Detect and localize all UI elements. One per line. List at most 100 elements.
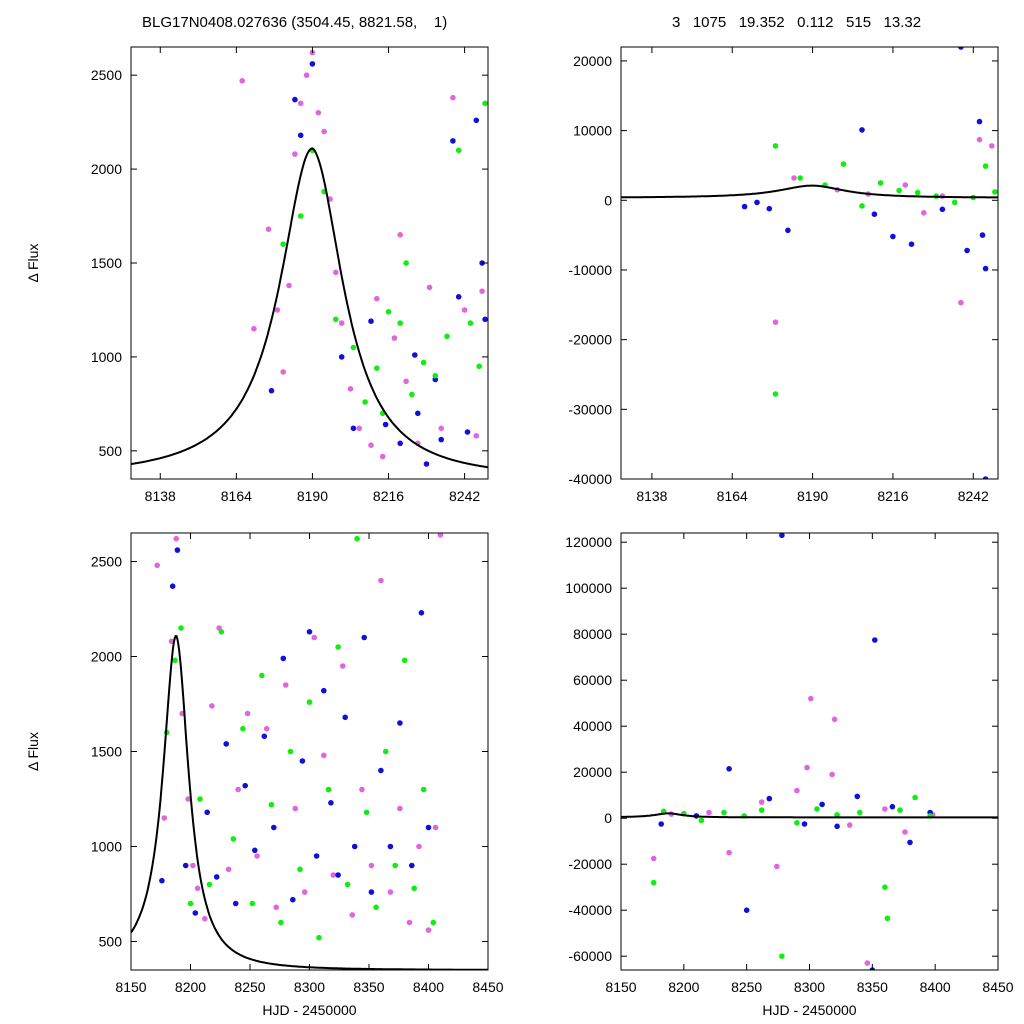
data-point-blue <box>473 117 480 124</box>
data-point-green <box>333 316 339 323</box>
y-tick-label: -40000 <box>568 471 612 487</box>
data-point-magenta <box>902 829 908 835</box>
data-point-blue <box>242 782 248 789</box>
plot-frame <box>130 532 489 971</box>
data-point-magenta <box>292 805 299 812</box>
data-point-green <box>401 657 408 664</box>
y-tick-label: 0 <box>604 810 612 826</box>
data-point-blue <box>801 821 808 827</box>
data-point-green <box>476 363 483 370</box>
y-tick-label: 1500 <box>91 255 122 271</box>
data-point-magenta <box>194 885 201 892</box>
data-point-green <box>268 801 275 808</box>
data-point-blue <box>766 795 773 802</box>
data-point-green <box>857 809 863 816</box>
x-tick-label: 8400 <box>920 979 951 995</box>
data-point-green <box>758 807 765 813</box>
data-point-blue <box>425 824 432 831</box>
data-point-magenta <box>461 307 468 313</box>
data-point-magenta <box>791 175 797 181</box>
data-point-green <box>382 748 389 755</box>
data-point-green <box>197 796 203 802</box>
x-tick-label: 8200 <box>175 979 206 995</box>
data-point-green <box>455 147 462 154</box>
data-point-blue <box>450 138 456 144</box>
y-tick-label: 120000 <box>565 534 612 550</box>
data-point-magenta <box>202 915 208 922</box>
data-point-green <box>178 625 184 631</box>
data-point-blue <box>397 440 404 447</box>
data-point-green <box>444 333 450 340</box>
panel-bottom-left: 8150 8200 8250 8300 8350 8400 8450 500 1000 1500 2… <box>25 532 504 1018</box>
data-point-green <box>187 900 194 907</box>
data-point-magenta <box>882 806 888 812</box>
data-point-magenta <box>650 855 657 862</box>
data-point-magenta <box>772 319 779 326</box>
data-point-green <box>218 629 225 635</box>
y-tick-label: -40000 <box>568 902 612 918</box>
data-point-magenta <box>368 442 374 449</box>
y-tick-label: 20000 <box>573 764 612 780</box>
data-point-blue <box>368 318 374 325</box>
data-point-green <box>840 161 847 167</box>
data-point-green <box>259 672 265 679</box>
data-point-magenta <box>303 72 310 78</box>
data-point-blue <box>979 232 986 238</box>
x-tick-label: 8200 <box>668 979 699 995</box>
data-point-green <box>650 879 657 886</box>
y-tick-label: 40000 <box>573 718 612 734</box>
y-tick-label: -60000 <box>568 948 612 964</box>
x-axis-label: HJD - 2450000 <box>262 1002 356 1018</box>
data-point-magenta <box>347 386 354 392</box>
data-point-green <box>982 163 989 169</box>
y-tick-label: -20000 <box>568 332 612 348</box>
data-point-blue <box>280 655 287 662</box>
x-tick-label: 8150 <box>605 979 636 995</box>
data-point-blue <box>726 766 732 772</box>
points-bottom-right <box>650 533 936 970</box>
data-point-blue <box>261 733 268 740</box>
data-point-magenta <box>406 919 413 926</box>
data-point-blue <box>455 294 462 300</box>
data-point-magenta <box>359 786 365 793</box>
data-point-magenta <box>251 325 257 332</box>
data-point-green <box>392 862 399 869</box>
data-point-blue <box>328 800 334 806</box>
y-tick-label: 1000 <box>91 349 122 365</box>
data-point-blue <box>741 203 748 210</box>
data-point-blue <box>907 839 913 846</box>
data-point-green <box>779 953 785 959</box>
data-point-green <box>411 885 418 892</box>
data-point-blue <box>464 429 471 435</box>
x-tick-label: 8242 <box>449 488 480 504</box>
x-axis-label: HJD - 2450000 <box>762 1002 856 1018</box>
y-tick-label: 2500 <box>91 67 122 83</box>
data-point-magenta <box>173 535 179 542</box>
y-tick-label: 100000 <box>565 580 612 596</box>
data-point-blue <box>292 96 298 103</box>
data-point-green <box>859 203 865 209</box>
x-tick-label: 8350 <box>353 979 384 995</box>
data-point-green <box>721 809 727 816</box>
y-tick-label: -10000 <box>568 262 612 278</box>
data-point-blue <box>342 714 349 721</box>
data-point-magenta <box>397 805 403 812</box>
data-point-magenta <box>368 862 375 869</box>
data-point-blue <box>415 410 421 417</box>
data-point-green <box>698 817 705 824</box>
data-point-green <box>374 365 380 372</box>
data-point-green <box>951 199 958 206</box>
data-point-magenta <box>292 151 298 157</box>
data-point-blue <box>192 910 199 916</box>
data-point-green <box>912 794 918 801</box>
x-tick-label: 8242 <box>958 488 989 504</box>
data-point-magenta <box>273 904 280 911</box>
x-tick-label: 8164 <box>221 488 252 504</box>
data-point-blue <box>819 801 825 808</box>
data-point-blue <box>976 118 983 125</box>
data-point-green <box>325 786 332 793</box>
data-point-magenta <box>333 269 339 276</box>
data-point-blue <box>785 227 791 234</box>
data-point-blue <box>306 629 313 635</box>
data-point-magenta <box>190 862 196 869</box>
